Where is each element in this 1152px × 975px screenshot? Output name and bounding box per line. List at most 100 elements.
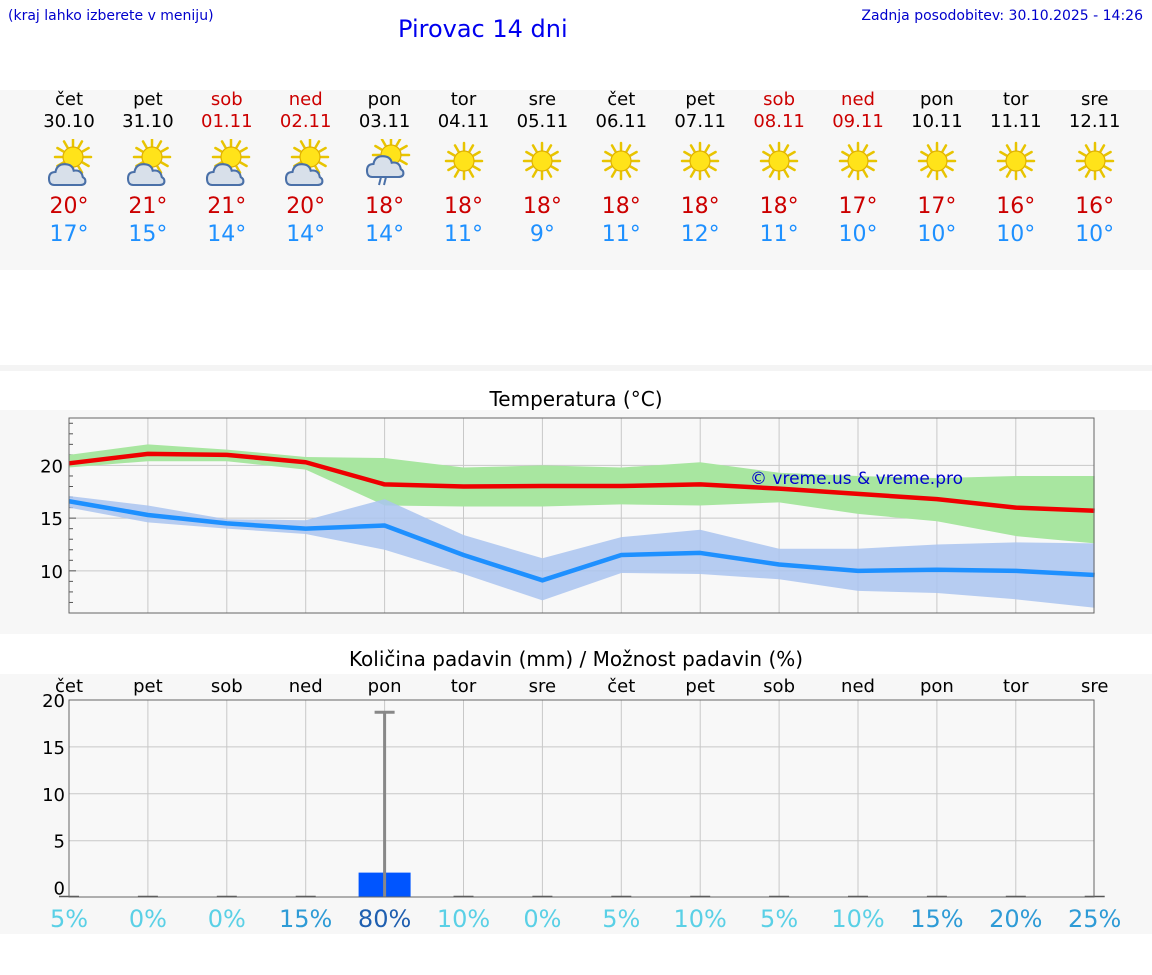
x-category-label: sre: [1081, 676, 1108, 697]
x-category-label: tor: [1003, 676, 1029, 697]
day-column: sob 01.11 21° 14°: [187, 89, 267, 249]
x-category-label: pon: [920, 676, 954, 697]
day-column: sre 05.11 18° 9°: [502, 89, 582, 249]
temp-max: 16°: [1075, 194, 1115, 219]
temp-max: 18°: [759, 194, 799, 219]
sun-icon: [1075, 141, 1114, 181]
y-tick-label: 20: [40, 456, 63, 477]
temp-max: 20°: [49, 194, 89, 219]
day-name: ned: [288, 89, 323, 110]
day-name: sre: [1080, 89, 1109, 110]
precip-probability: 0%: [523, 905, 561, 933]
day-date: 07.11: [674, 111, 726, 132]
day-column: čet 06.11 18° 11°: [581, 89, 661, 249]
temp-min: 15°: [128, 222, 168, 247]
precip-chart-title: Količina padavin (mm) / Možnost padavin …: [348, 647, 804, 671]
sun-icon: [917, 141, 957, 181]
temp-max: 18°: [522, 194, 562, 219]
cloud-icon: [47, 163, 87, 187]
day-date: 06.11: [595, 111, 648, 132]
day-column: pet 07.11 18° 12°: [660, 89, 740, 249]
precip-probability: 10%: [437, 905, 490, 933]
sun-icon: [523, 141, 562, 181]
plot-frame: [68, 417, 1095, 614]
temp-min: 14°: [365, 222, 405, 247]
y-tick-label: 20: [42, 691, 65, 712]
day-date: 10.11: [911, 111, 963, 132]
day-name: tor: [450, 89, 477, 110]
day-name: tor: [1003, 89, 1029, 110]
day-name: pon: [367, 89, 402, 110]
temp-max: 16°: [996, 194, 1036, 219]
sun-icon: [602, 141, 641, 181]
sun-icon: [680, 141, 720, 181]
sun-cloud-icon: [205, 139, 251, 187]
temp-max: 21°: [207, 194, 247, 219]
x-category-label: čet: [55, 676, 83, 697]
y-tick-label: 10: [40, 562, 63, 583]
min-range-band: [69, 496, 1095, 608]
day-name: pet: [133, 89, 163, 110]
temp-min: 10°: [996, 222, 1036, 247]
temp-min: 14°: [207, 222, 247, 247]
x-category-label: sob: [211, 676, 243, 697]
day-name: čet: [54, 89, 84, 110]
sun-icon: [602, 141, 641, 181]
sun-icon: [759, 141, 799, 181]
day-column: pon 10.11 17° 10°: [897, 89, 977, 249]
precip-probability: 0%: [208, 905, 246, 933]
y-tick-label: 15: [40, 509, 63, 530]
day-column: ned 09.11 17° 10°: [818, 89, 898, 249]
min-temp-line: [68, 499, 1095, 583]
sun-icon: [680, 141, 720, 181]
day-date: 30.10: [43, 111, 95, 132]
sun-icon: [996, 141, 1036, 181]
x-category-label: sob: [763, 676, 795, 697]
temp-max: 17°: [838, 194, 878, 219]
day-column: pet 31.10 21° 15°: [108, 89, 188, 249]
sun-icon: [759, 141, 799, 181]
precip-probability: 5%: [602, 905, 640, 933]
temp-chart-title: Temperatura (°C): [489, 387, 663, 411]
precip-probability: 20%: [989, 905, 1042, 933]
temp-min: 10°: [917, 222, 957, 247]
precip-probability: 15%: [279, 905, 332, 933]
temp-max: 21°: [128, 194, 168, 219]
sun-icon: [917, 141, 957, 181]
temp-max: 17°: [917, 194, 957, 219]
day-date: 05.11: [516, 111, 569, 132]
precip-probability: 0%: [129, 905, 167, 933]
day-date: 09.11: [832, 111, 884, 132]
last-updated: Zadnja posodobitev: 30.10.2025 - 14:26: [861, 8, 1143, 24]
cloud-icon: [284, 163, 324, 187]
temp-max: 18°: [365, 194, 405, 219]
precip-probability: 15%: [910, 905, 963, 933]
day-name: pon: [919, 89, 954, 110]
day-date: 12.11: [1068, 111, 1121, 132]
precipitation-chart: čet pet sob ned pon tor sre čet pet sob ned pon tor s…: [42, 676, 1121, 933]
day-name: sob: [210, 89, 243, 110]
y-tick-label: 0: [54, 879, 65, 900]
day-date: 03.11: [358, 111, 411, 132]
day-name: pet: [685, 89, 715, 110]
x-category-label: sre: [529, 676, 556, 697]
cloud-icon: [365, 155, 405, 179]
sun-cloud-icon: [126, 139, 172, 187]
plot-area: [69, 700, 1094, 897]
precip-probability: 25%: [1068, 905, 1121, 933]
sun-icon: [838, 141, 878, 181]
x-category-label: tor: [451, 676, 477, 697]
day-name: sob: [763, 89, 795, 110]
day-column: tor 11.11 16° 10°: [976, 89, 1056, 249]
region-hint: (kraj lahko izberete v meniju): [8, 8, 214, 24]
sun-icon: [838, 141, 878, 181]
day-date: 08.11: [753, 111, 805, 132]
temp-max: 20°: [286, 194, 326, 219]
page-title: Pirovac 14 dni: [398, 15, 568, 43]
watermark: © vreme.us & vreme.pro: [750, 469, 963, 489]
day-column: ned 02.11 20° 14°: [266, 89, 346, 249]
day-column: sob 08.11 18° 11°: [739, 89, 819, 249]
day-column: pon 03.11 18° 14°: [345, 89, 425, 249]
temp-min: 11°: [759, 222, 799, 247]
day-column: sre 12.11 16° 10°: [1055, 89, 1135, 249]
